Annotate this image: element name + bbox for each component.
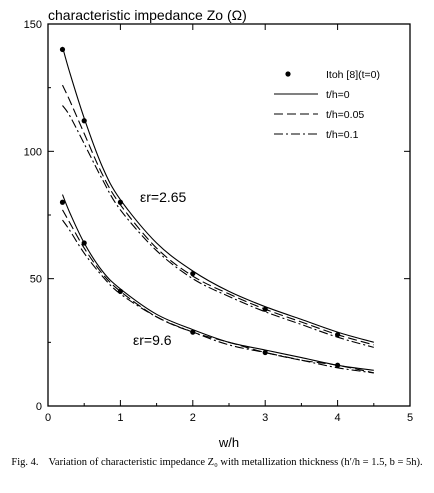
y-tick-label: 150 <box>24 19 42 31</box>
legend-label: t/h=0.1 <box>326 129 359 141</box>
legend-label: t/h=0 <box>326 89 350 101</box>
itoh-data-point <box>59 46 66 53</box>
series-line-t-h-0.1-r2.65 <box>62 105 374 348</box>
y-tick-label: 100 <box>24 146 42 158</box>
caption-text: Variation of characteristic impedance Z₀… <box>48 457 423 468</box>
itoh-data-point <box>190 329 196 335</box>
x-tick-label: 5 <box>407 412 413 424</box>
annotation-er-2.65: εr=2.65 <box>140 189 187 205</box>
itoh-data-point <box>59 199 66 205</box>
series-lines <box>61 46 374 374</box>
itoh-data-point <box>81 118 87 124</box>
series-line-t-h-0.05-r9.6 <box>62 209 374 374</box>
figure-number: Fig. 4. <box>11 457 39 468</box>
series-line-t-h-0-r9.6 <box>61 194 374 371</box>
itoh-data-point <box>117 199 123 205</box>
legend: Itoh [8](t=0) t/h=0 t/h=0.05 t/h=0.1 <box>274 69 380 141</box>
x-tick-label: 3 <box>262 412 268 424</box>
itoh-data-point <box>117 288 123 294</box>
legend-marker-itoh <box>285 71 291 77</box>
itoh-data-point <box>262 349 268 356</box>
data-points <box>59 46 341 368</box>
annotation-er-9.6: εr=9.6 <box>133 332 172 348</box>
series-line-t-h-0.05-r2.65 <box>62 84 374 346</box>
x-axis-label: w/h <box>218 435 239 450</box>
impedance-chart: characteristic impedance Zo (Ω) 0 1 2 3 4 505… <box>24 7 413 450</box>
series-line-t-h-0-r2.65 <box>61 46 374 343</box>
itoh-data-point <box>262 306 268 312</box>
itoh-data-point <box>335 332 341 338</box>
itoh-data-point <box>81 240 87 246</box>
plot-frame <box>47 23 411 407</box>
y-tick-label: 0 <box>36 401 42 413</box>
x-tick-label: 4 <box>335 412 341 424</box>
legend-label: t/h=0.05 <box>326 109 364 121</box>
itoh-data-point <box>190 270 196 277</box>
series-line-t-h-0.1-r9.6 <box>62 219 374 374</box>
itoh-data-point <box>335 362 341 368</box>
x-tick-label: 1 <box>117 412 123 424</box>
figure-caption: Fig. 4. Variation of characteristic imped… <box>4 456 430 469</box>
x-tick-label: 0 <box>45 412 51 424</box>
x-tick-label: 2 <box>190 412 196 424</box>
legend-label: Itoh [8](t=0) <box>326 69 380 81</box>
chart-title: characteristic impedance Zo (Ω) <box>48 7 247 23</box>
y-tick-label: 50 <box>30 274 42 286</box>
